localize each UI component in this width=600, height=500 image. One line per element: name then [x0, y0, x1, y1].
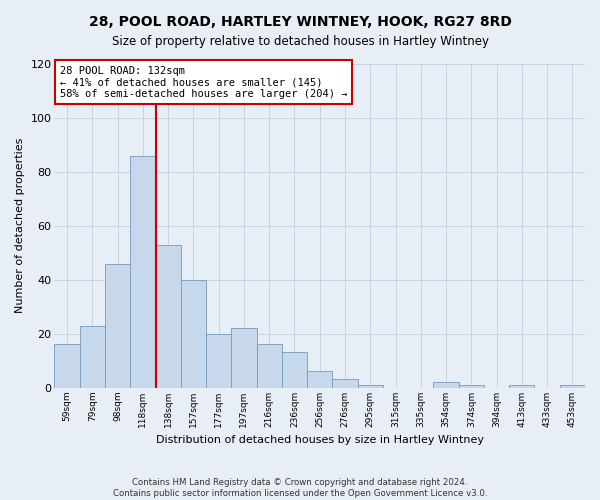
Text: Size of property relative to detached houses in Hartley Wintney: Size of property relative to detached ho… [112, 35, 488, 48]
Bar [509, 385, 535, 388]
Bar [130, 156, 155, 388]
Bar [105, 264, 130, 388]
Bar [458, 385, 484, 388]
Bar [55, 344, 80, 388]
Text: 28, POOL ROAD, HARTLEY WINTNEY, HOOK, RG27 8RD: 28, POOL ROAD, HARTLEY WINTNEY, HOOK, RG… [89, 15, 511, 29]
Bar [155, 244, 181, 388]
Bar [282, 352, 307, 388]
Bar [307, 372, 332, 388]
Bar [332, 380, 358, 388]
Bar [232, 328, 257, 388]
Bar [206, 334, 232, 388]
Bar [181, 280, 206, 388]
Bar [433, 382, 458, 388]
Bar [560, 385, 585, 388]
Bar [358, 385, 383, 388]
Y-axis label: Number of detached properties: Number of detached properties [15, 138, 25, 314]
Bar [257, 344, 282, 388]
Text: 28 POOL ROAD: 132sqm
← 41% of detached houses are smaller (145)
58% of semi-deta: 28 POOL ROAD: 132sqm ← 41% of detached h… [60, 66, 347, 99]
Text: Contains HM Land Registry data © Crown copyright and database right 2024.
Contai: Contains HM Land Registry data © Crown c… [113, 478, 487, 498]
X-axis label: Distribution of detached houses by size in Hartley Wintney: Distribution of detached houses by size … [156, 435, 484, 445]
Bar [80, 326, 105, 388]
